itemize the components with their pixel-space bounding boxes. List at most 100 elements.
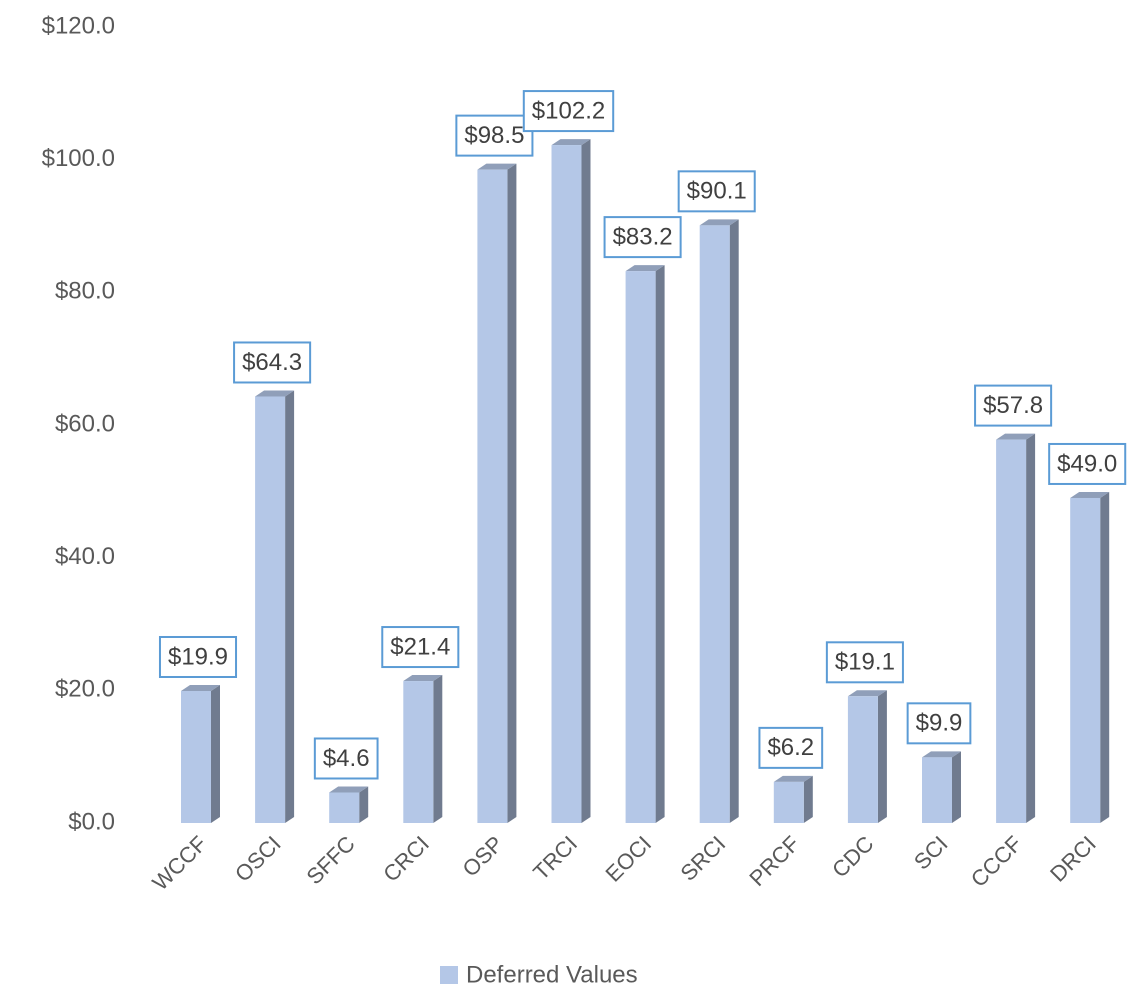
y-tick-label: $60.0 (55, 410, 115, 437)
bar-side (433, 675, 443, 823)
data-label-text: $98.5 (464, 122, 524, 149)
bar (1070, 497, 1101, 823)
legend-swatch (440, 966, 458, 984)
bar (699, 225, 730, 823)
data-label-text: $49.0 (1057, 450, 1117, 477)
bar-side (211, 684, 220, 823)
bar-side (507, 163, 517, 823)
data-label-text: $19.9 (168, 643, 228, 670)
bar (477, 169, 508, 823)
y-tick-label: $0.0 (68, 808, 115, 835)
x-tick-label: EOCI (601, 831, 657, 887)
bar (625, 271, 656, 823)
data-label: $57.8 (974, 384, 1053, 427)
data-label: $64.3 (233, 341, 312, 384)
data-label: $90.1 (677, 170, 756, 213)
data-label-box (758, 726, 824, 769)
data-label: $21.4 (381, 626, 460, 669)
data-label: $4.6 (313, 737, 379, 780)
bar-top (922, 751, 961, 758)
bar-top (181, 684, 220, 691)
data-label-box (158, 635, 238, 678)
x-tick-label: CDC (827, 831, 878, 882)
bar-side (359, 786, 369, 823)
bar-side (877, 690, 887, 823)
bar-top (255, 390, 295, 397)
bar-top (551, 139, 591, 146)
data-label-box (522, 90, 615, 133)
bar (255, 396, 286, 823)
y-tick-label: $100.0 (42, 145, 115, 172)
data-label: $83.2 (603, 216, 682, 259)
data-label-text: $21.4 (390, 633, 450, 660)
data-label: $19.1 (825, 641, 904, 684)
bar-top (773, 775, 813, 782)
data-label-box (455, 114, 534, 157)
bar (551, 145, 582, 823)
x-tick-label: SCI (909, 831, 953, 875)
data-label: $6.2 (758, 726, 824, 769)
data-label-box (906, 702, 972, 745)
bar-top (329, 786, 369, 793)
bar-side (952, 751, 961, 823)
bar-side (1026, 433, 1036, 823)
bar-top (403, 675, 443, 682)
bar-top (996, 433, 1036, 440)
data-label: $9.9 (906, 702, 972, 745)
data-label-box (825, 641, 904, 684)
y-tick-label: $20.0 (55, 676, 115, 703)
data-label-text: $9.9 (916, 710, 963, 737)
bar (773, 781, 804, 823)
data-label-box (233, 341, 312, 384)
data-label: $49.0 (1048, 442, 1127, 485)
bar (403, 681, 434, 823)
y-tick-label: $40.0 (55, 543, 115, 570)
data-label-box (1048, 442, 1127, 485)
legend-label: Deferred Values (466, 961, 638, 988)
x-tick-label: TRCI (528, 831, 582, 885)
bar (996, 439, 1027, 823)
x-tick-label: CCCF (966, 831, 1027, 892)
data-label-text: $4.6 (323, 745, 370, 772)
data-label-text: $90.1 (687, 178, 747, 205)
data-label-text: $19.1 (835, 649, 895, 676)
data-label-text: $57.8 (983, 392, 1043, 419)
data-label: $19.9 (158, 635, 238, 678)
data-label-box (313, 737, 379, 780)
bar-side (655, 265, 665, 823)
x-tick-label: SRCI (676, 831, 731, 886)
bar-top (477, 163, 517, 170)
x-tick-label: PRCF (744, 831, 804, 891)
y-tick-label: $120.0 (42, 12, 115, 39)
x-tick-label: CRCI (378, 831, 434, 887)
y-tick-label: $80.0 (55, 278, 115, 305)
x-tick-label: SFFC (302, 831, 360, 889)
bar-top (847, 690, 887, 697)
data-label-text: $64.3 (242, 349, 302, 376)
bar-side (581, 139, 591, 823)
data-label-text: $6.2 (767, 734, 814, 761)
bar-side (729, 219, 739, 823)
data-label-text: $102.2 (532, 97, 605, 124)
bar-side (285, 390, 295, 823)
data-label-box (603, 216, 682, 259)
x-tick-label: DRCI (1045, 831, 1101, 887)
data-label: $102.2 (522, 90, 615, 133)
x-tick-label: OSCI (230, 831, 286, 887)
bar (181, 690, 211, 823)
bar-top (625, 265, 665, 272)
data-label-box (974, 384, 1053, 427)
bar (329, 792, 360, 823)
data-label-box (381, 626, 460, 669)
bar (922, 757, 952, 823)
data-label-text: $83.2 (613, 223, 673, 250)
x-tick-label: OSP (458, 831, 509, 882)
x-tick-label: WCCF (147, 831, 211, 895)
bar-side (803, 775, 813, 823)
bar-top (699, 219, 739, 226)
bar (847, 696, 878, 823)
data-label-box (677, 170, 756, 213)
bar-side (1100, 491, 1110, 823)
